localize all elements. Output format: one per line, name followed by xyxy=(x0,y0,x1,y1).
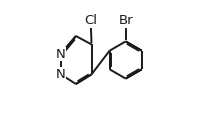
Text: Cl: Cl xyxy=(83,14,96,27)
Text: Br: Br xyxy=(118,15,132,27)
Text: N: N xyxy=(56,48,66,60)
Text: N: N xyxy=(56,68,66,81)
